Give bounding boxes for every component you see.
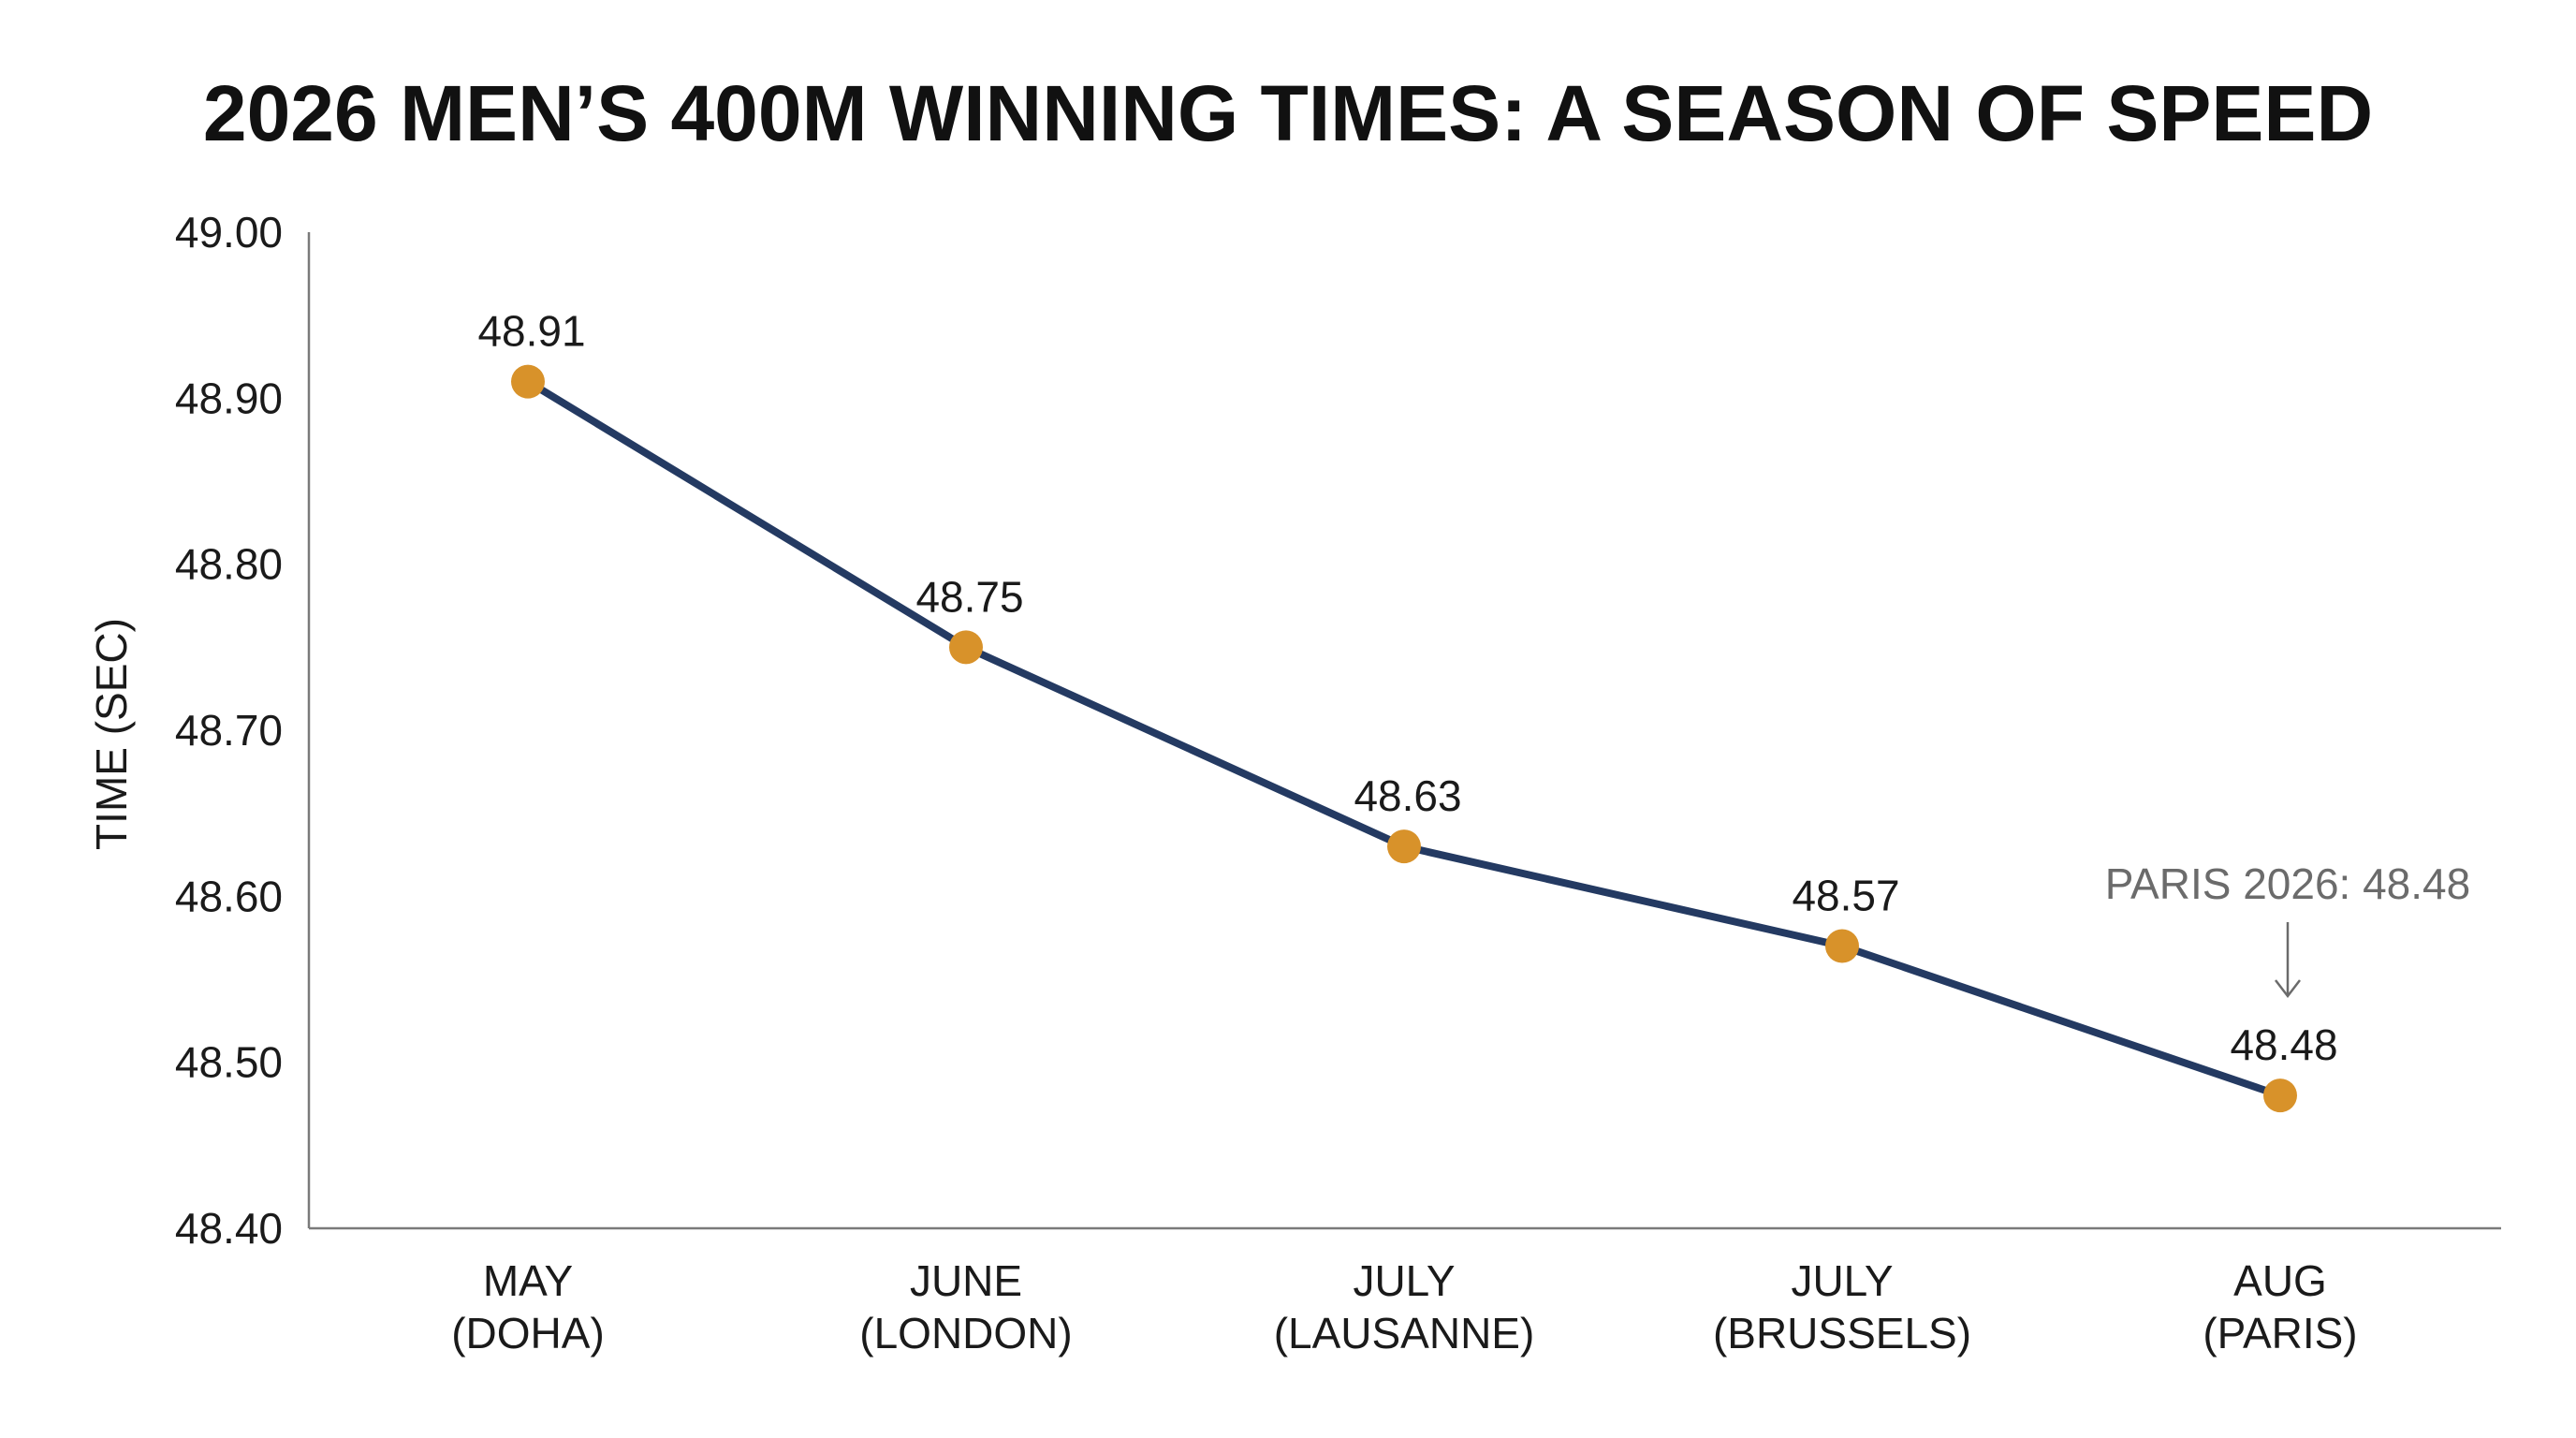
data-point — [2263, 1078, 2297, 1113]
y-axis-title: TIME (SEC) — [87, 618, 136, 850]
x-tick-label: MAY (DOHA) — [451, 1256, 605, 1357]
y-tick-label: 48.70 — [175, 706, 283, 755]
chart-title: 2026 MEN’S 400M WINNING TIMES: A SEASON … — [203, 69, 2373, 157]
data-labels-group: 48.91 48.75 48.63 48.57 48.48 — [477, 307, 2337, 1070]
data-label: 48.48 — [2230, 1020, 2337, 1069]
data-point — [949, 630, 983, 665]
data-label: 48.57 — [1792, 872, 1899, 920]
data-label: 48.63 — [1354, 771, 1461, 820]
data-point — [511, 364, 545, 399]
data-label: 48.75 — [915, 572, 1023, 621]
x-axis: MAY (DOHA) JUNE (LONDON) JULY (LAUSANNE) JULY(… — [309, 1226, 2501, 1357]
y-tick-label: 48.60 — [175, 872, 283, 920]
y-tick-label: 48.80 — [175, 540, 283, 589]
x-tick-label: AUG (PARIS) — [2203, 1256, 2357, 1357]
x-tick-label: JUNE (LONDON) — [859, 1256, 1072, 1357]
x-tick-label: JULY (BRUSSELS) — [1713, 1256, 1971, 1357]
y-tick-label: 48.90 — [175, 374, 283, 422]
y-tick-label: 49.00 — [175, 208, 283, 257]
y-axis: 48.40 48.50 48.60 48.70 48.80 48.90 49.00 — [175, 208, 311, 1253]
x-tick-label: JULY (LAUSANNE) — [1274, 1256, 1535, 1357]
series-group — [511, 364, 2297, 1113]
data-point — [1387, 829, 1421, 864]
annotation-arrow-icon — [2275, 979, 2301, 999]
annotation-group: PARIS 2026: 48.48 — [2105, 859, 2470, 999]
y-tick-label: 48.50 — [175, 1038, 283, 1087]
data-label: 48.91 — [477, 307, 585, 356]
annotation-label: PARIS 2026: 48.48 — [2105, 859, 2470, 908]
series-line — [524, 377, 2284, 1100]
y-tick-label: 48.40 — [175, 1204, 283, 1253]
data-point — [1825, 929, 1859, 963]
